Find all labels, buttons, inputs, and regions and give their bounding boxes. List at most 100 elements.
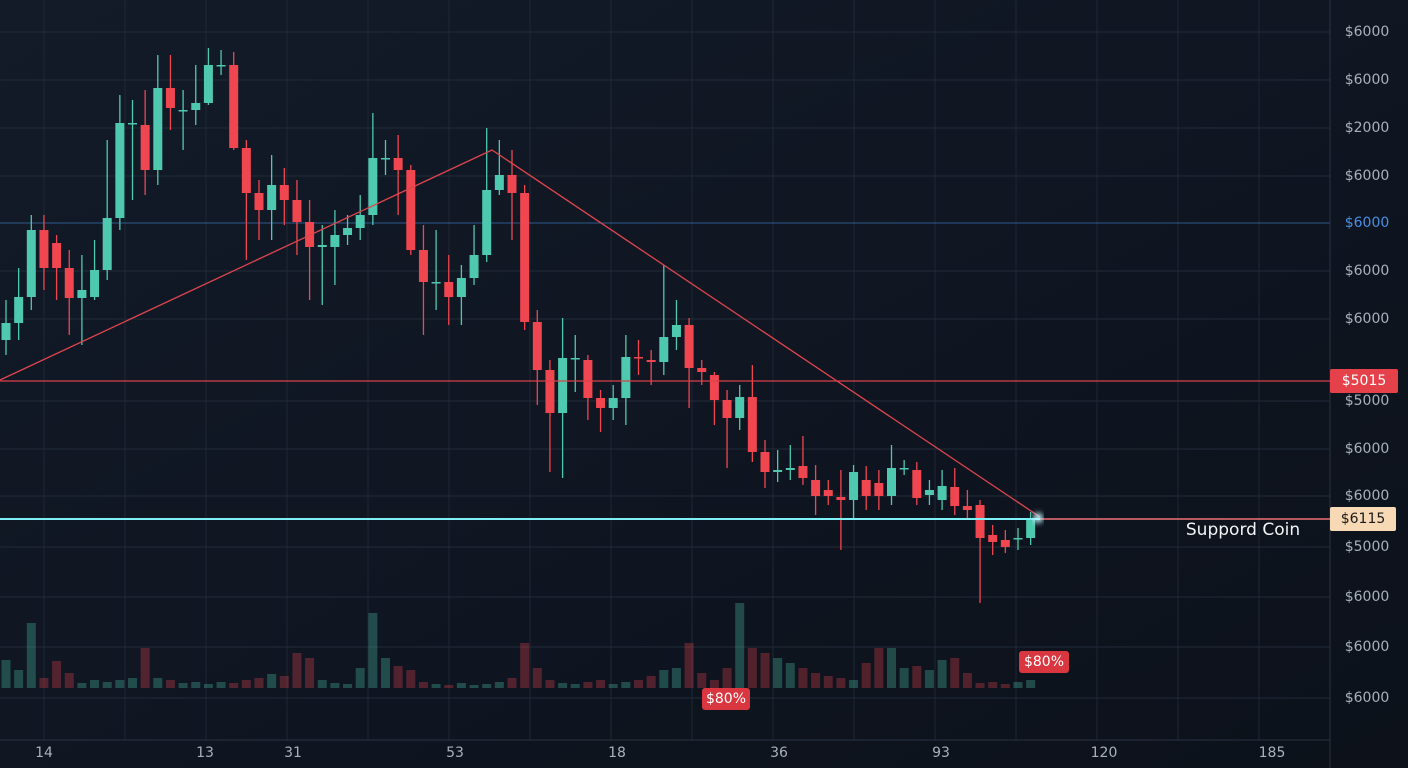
candle-body: [14, 297, 24, 323]
candle-body: [532, 322, 542, 370]
volume-bar: [798, 668, 808, 688]
volume-bar: [229, 683, 239, 688]
candle-body: [191, 103, 201, 110]
candle-body: [317, 245, 327, 247]
volume-bar: [279, 676, 289, 688]
volume-bar: [722, 668, 732, 688]
candle-body: [1000, 540, 1010, 547]
candle-body: [39, 230, 49, 268]
volume-bar: [444, 685, 454, 688]
candle-body: [507, 175, 517, 193]
volume-bar: [773, 658, 783, 688]
volume-bar: [532, 668, 542, 688]
x-tick-label: 93: [932, 745, 950, 761]
volume-bar: [747, 648, 757, 688]
x-tick-label: 53: [446, 745, 464, 761]
candle-body: [735, 397, 745, 418]
candle-body: [406, 170, 416, 250]
volume-bar: [659, 670, 669, 688]
volume-bar: [431, 684, 441, 688]
volume-bar: [570, 684, 580, 688]
candle-body: [153, 88, 163, 170]
candle-body: [115, 123, 125, 218]
candle-body: [520, 193, 530, 322]
trend-line: [0, 149, 1041, 518]
candle-body: [988, 535, 998, 542]
candle-body: [697, 368, 707, 372]
volume-bar: [735, 603, 745, 688]
candle-body: [368, 158, 378, 215]
candle-body: [760, 452, 770, 472]
volume-bar: [962, 673, 972, 688]
candle-body: [596, 398, 606, 408]
support-label: Suppord Coin: [1186, 520, 1300, 540]
volume-bar: [469, 685, 479, 688]
candle-body: [1, 323, 11, 340]
x-tick-label: 185: [1259, 745, 1286, 761]
volume-bar: [1013, 682, 1023, 688]
volume-bar: [355, 668, 365, 688]
volume-bar: [26, 623, 36, 688]
candle-body: [229, 65, 239, 148]
volume-bar: [330, 683, 340, 688]
volume-bar: [621, 682, 631, 688]
volume-tag-left-bg: [702, 688, 750, 710]
candle-body: [330, 235, 340, 247]
candle-body: [418, 250, 428, 282]
volume-bar: [77, 683, 87, 688]
volume-bar: [709, 680, 719, 688]
candle-body: [343, 228, 353, 235]
volume-bar: [153, 678, 163, 688]
volume-bar: [178, 683, 188, 688]
candle-body: [26, 230, 36, 297]
candle-body: [393, 158, 403, 170]
support-point: [1033, 513, 1043, 523]
volume-tag-right-bg: [1019, 651, 1069, 673]
volume-bar: [393, 666, 403, 688]
volume-tag-right: $80%: [1024, 654, 1064, 670]
candle-body: [709, 375, 719, 400]
volume-bar: [785, 663, 795, 688]
volume-bar: [203, 684, 213, 688]
volume-bar: [874, 648, 884, 688]
volume-bar: [52, 661, 62, 688]
candle-body: [279, 185, 289, 200]
candle-body: [128, 123, 137, 125]
volume-bar: [102, 682, 112, 688]
y-tick-label: $6000: [1345, 215, 1390, 231]
x-tick-label: 120: [1091, 745, 1118, 761]
y-tick-label: $6000: [1345, 488, 1390, 504]
support-tag: $6115: [1341, 511, 1386, 527]
volume-panel: [1, 603, 1036, 688]
volume-bar: [861, 663, 871, 688]
volume-bar: [811, 673, 821, 688]
volume-bar: [671, 668, 681, 688]
volume-bar: [115, 680, 125, 688]
candle-body: [621, 357, 631, 398]
candle-body: [64, 268, 74, 298]
volume-bar: [381, 658, 390, 688]
candle-body: [545, 370, 555, 413]
volume-bar: [90, 680, 100, 688]
volume-bar: [684, 643, 694, 688]
candle-body: [52, 243, 62, 268]
candle-body: [1013, 538, 1023, 540]
y-tick-label: $5000: [1345, 539, 1390, 555]
y-tick-label: $6000: [1345, 168, 1390, 184]
candle-body: [823, 490, 833, 496]
volume-bar: [545, 680, 555, 688]
grid: [0, 0, 1330, 740]
volume-bar: [343, 684, 353, 688]
volume-bar: [406, 670, 416, 688]
candle-body: [482, 190, 492, 255]
candle-body: [469, 255, 479, 278]
candle-body: [178, 110, 188, 112]
candle-body: [798, 466, 808, 478]
volume-bar: [191, 682, 201, 688]
candle-body: [292, 200, 302, 222]
candle-body: [608, 398, 618, 408]
y-tick-label: $6000: [1345, 72, 1390, 88]
volume-bar: [39, 678, 49, 688]
volume-bar: [924, 670, 934, 688]
volume-bar: [14, 670, 24, 688]
